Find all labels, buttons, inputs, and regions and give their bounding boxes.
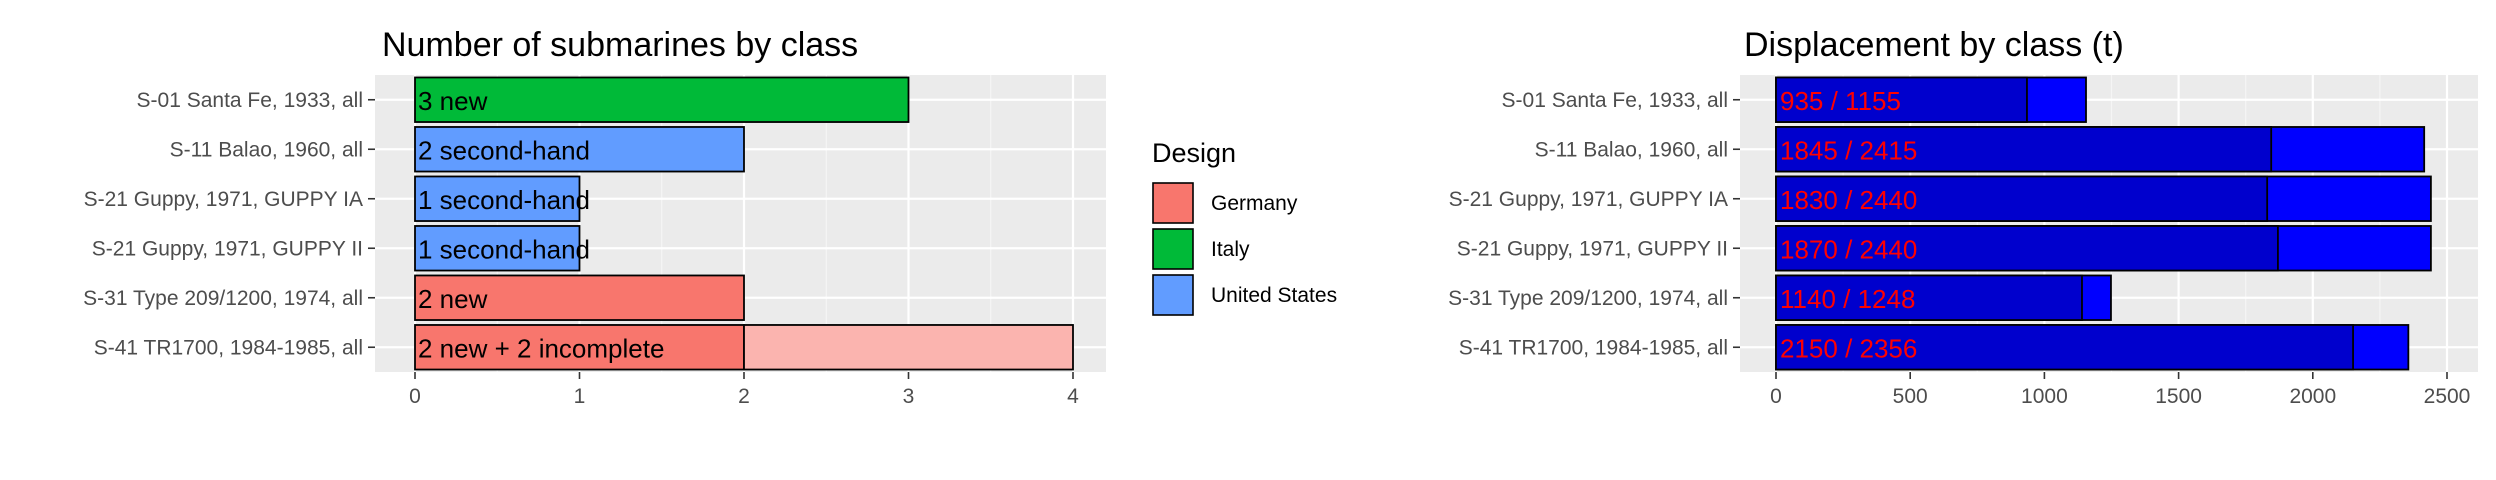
category-label: S-21 Guppy, 1971, GUPPY IA: [1449, 188, 1728, 211]
x-tick-label: 3: [903, 385, 915, 408]
left-chart-category-labels: S-01 Santa Fe, 1933, all S-11 Balao, 1960…: [83, 89, 375, 359]
bar-surfaced: [1775, 76, 2028, 123]
category-label: S-31 Type 209/1200, 1974, all: [1448, 287, 1728, 310]
bar-surfaced: [1775, 225, 2279, 272]
right-chart-title: Displacement by class (t): [1744, 26, 2124, 64]
category-label: S-31 Type 209/1200, 1974, all: [83, 287, 363, 310]
category-label: S-41 TR1700, 1984-1985, all: [94, 336, 363, 359]
x-tick-label: 2: [738, 385, 750, 408]
bar-surfaced: [1775, 274, 2083, 321]
category-label: S-11 Balao, 1960, all: [170, 138, 363, 161]
bar-label: 1845 / 2415: [1780, 135, 1917, 165]
x-tick-label: 2000: [2289, 385, 2336, 408]
left-chart: Number of submarines by class 3 new 2 sec…: [83, 26, 1106, 408]
bar-surfaced: [1775, 175, 2269, 222]
bar-surfaced: [1775, 324, 2354, 371]
bar-label: 2150 / 2356: [1780, 333, 1917, 363]
bar-label: 2 new: [418, 284, 488, 314]
category-label: S-21 Guppy, 1971, GUPPY II: [1457, 237, 1728, 260]
x-tick-label: 1000: [2021, 385, 2068, 408]
bar-incomplete: [743, 324, 1074, 371]
bar-label: 1 second-hand: [418, 185, 590, 215]
category-label: S-11 Balao, 1960, all: [1535, 138, 1728, 161]
bar: [414, 225, 581, 272]
category-label: S-41 TR1700, 1984-1985, all: [1459, 336, 1728, 359]
right-chart: Displacement by class (t) 935 / 1155 1845…: [1448, 26, 2478, 408]
bar-label: 2 second-hand: [418, 135, 590, 165]
x-tick-label: 0: [409, 385, 421, 408]
right-chart-plot-background: [1740, 75, 2478, 372]
legend-label: Italy: [1211, 238, 1250, 261]
x-tick-label: 1500: [2155, 385, 2202, 408]
bar-label: 2 new + 2 incomplete: [418, 333, 664, 363]
right-chart-x-ticks: 0 500 1000 1500 2000 2500: [1770, 372, 2470, 408]
bar-label: 3 new: [418, 86, 488, 116]
bar: [414, 126, 745, 173]
right-chart-bars: 935 / 1155 1845 / 2415 1830 / 2440 1870 / 2…: [1775, 76, 2432, 371]
bar-label: 1870 / 2440: [1780, 234, 1917, 264]
bar: [414, 274, 745, 321]
legend-title: Design: [1152, 138, 1236, 168]
legend-swatch: [1152, 182, 1194, 224]
left-chart-bars: 3 new 2 second-hand 1 second-hand 1 second-…: [414, 76, 1074, 371]
legend-items: Germany Italy United States: [1152, 182, 1337, 316]
bar-label: 1830 / 2440: [1780, 185, 1917, 215]
bar: [414, 175, 581, 222]
x-tick-label: 500: [1893, 385, 1928, 408]
x-tick-label: 1: [574, 385, 586, 408]
bar-label: 1140 / 1248: [1780, 284, 1915, 314]
category-label: S-01 Santa Fe, 1933, all: [137, 89, 363, 112]
legend-swatch: [1152, 228, 1194, 270]
legend-label: United States: [1211, 284, 1337, 307]
category-label: S-01 Santa Fe, 1933, all: [1502, 89, 1728, 112]
bar-label: 935 / 1155: [1780, 86, 1901, 116]
bar-surfaced: [1775, 126, 2273, 173]
category-label: S-21 Guppy, 1971, GUPPY IA: [84, 188, 363, 211]
x-tick-label: 2500: [2424, 385, 2471, 408]
legend-swatch: [1152, 274, 1194, 316]
category-label: S-21 Guppy, 1971, GUPPY II: [92, 237, 363, 260]
bar-label: 1 second-hand: [418, 234, 590, 264]
legend-label: Germany: [1211, 192, 1298, 215]
left-chart-x-ticks: 0 1 2 3 4: [409, 372, 1079, 408]
x-tick-label: 4: [1067, 385, 1079, 408]
bar: [414, 76, 910, 123]
right-chart-category-labels: S-01 Santa Fe, 1933, all S-11 Balao, 1960…: [1448, 89, 1740, 359]
x-tick-label: 0: [1770, 385, 1782, 408]
left-chart-title: Number of submarines by class: [382, 26, 858, 64]
legend: Design Germany Italy United States: [1152, 138, 1337, 316]
